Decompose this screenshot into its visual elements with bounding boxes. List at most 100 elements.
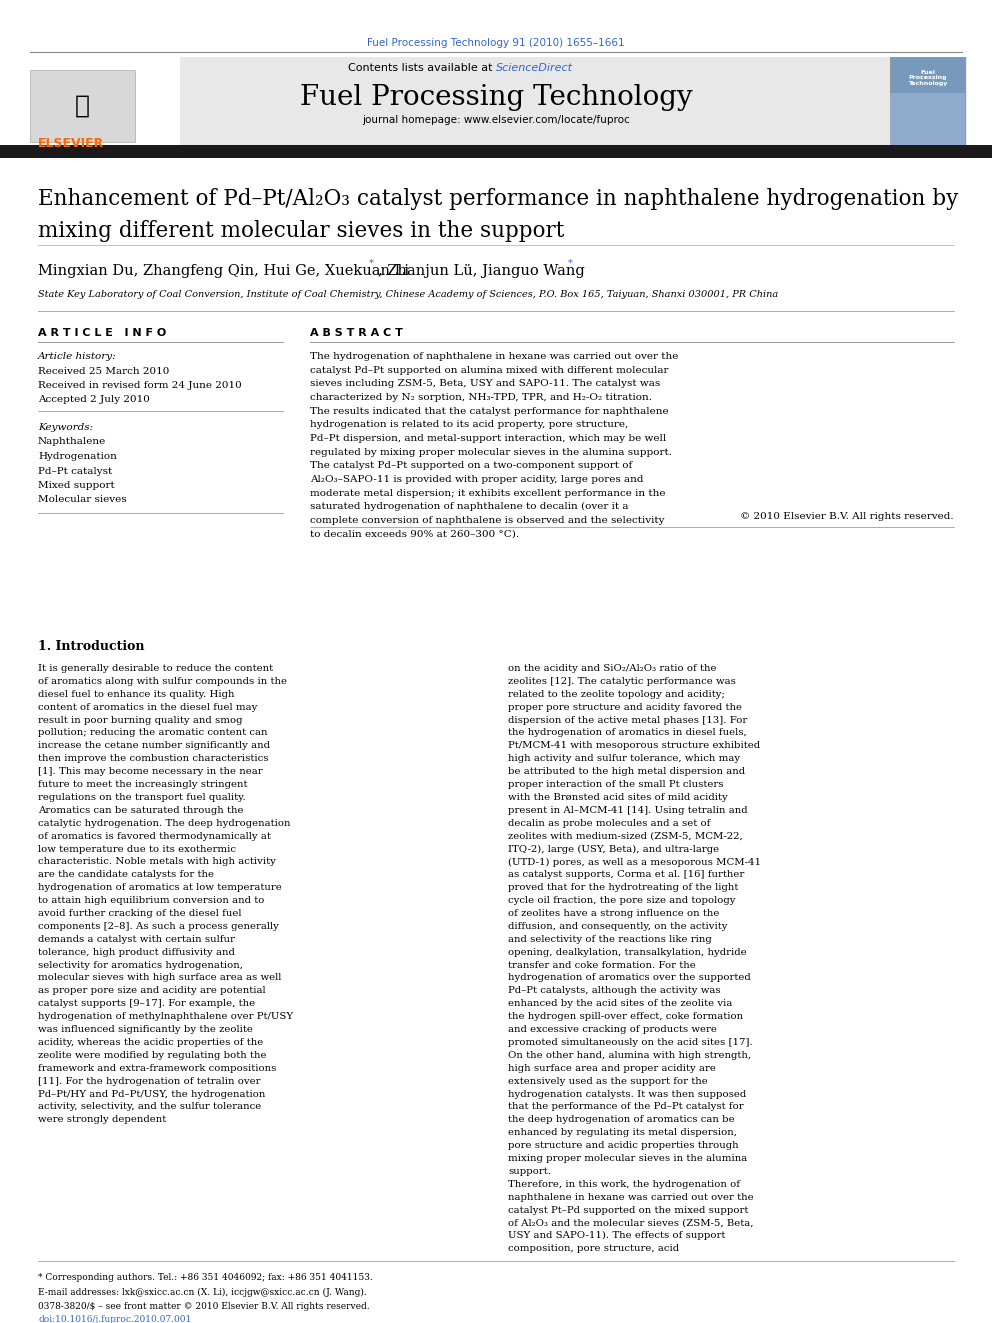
- Text: The catalyst Pd–Pt supported on a two-component support of: The catalyst Pd–Pt supported on a two-co…: [310, 462, 632, 470]
- Text: Enhancement of Pd–Pt/Al₂O₃ catalyst performance in naphthalene hydrogenation by: Enhancement of Pd–Pt/Al₂O₃ catalyst perf…: [38, 188, 958, 210]
- Text: Hydrogenation: Hydrogenation: [38, 452, 117, 460]
- Text: pore structure and acidic properties through: pore structure and acidic properties thr…: [508, 1142, 739, 1150]
- Text: activity, selectivity, and the sulfur tolerance: activity, selectivity, and the sulfur to…: [38, 1102, 261, 1111]
- Text: moderate metal dispersion; it exhibits excellent performance in the: moderate metal dispersion; it exhibits e…: [310, 488, 666, 497]
- Text: enhanced by regulating its metal dispersion,: enhanced by regulating its metal dispers…: [508, 1129, 737, 1138]
- Text: diffusion, and consequently, on the activity: diffusion, and consequently, on the acti…: [508, 922, 727, 931]
- Text: mixing different molecular sieves in the support: mixing different molecular sieves in the…: [38, 220, 564, 242]
- Text: 0378-3820/$ – see front matter © 2010 Elsevier B.V. All rights reserved.: 0378-3820/$ – see front matter © 2010 El…: [38, 1302, 370, 1311]
- Text: were strongly dependent: were strongly dependent: [38, 1115, 167, 1125]
- Text: then improve the combustion characteristics: then improve the combustion characterist…: [38, 754, 269, 763]
- Text: acidity, whereas the acidic properties of the: acidity, whereas the acidic properties o…: [38, 1039, 263, 1046]
- Text: decalin as probe molecules and a set of: decalin as probe molecules and a set of: [508, 819, 710, 828]
- Text: catalyst Pd–Pt supported on alumina mixed with different molecular: catalyst Pd–Pt supported on alumina mixe…: [310, 365, 669, 374]
- Text: zeolites [12]. The catalytic performance was: zeolites [12]. The catalytic performance…: [508, 677, 736, 685]
- Text: sieves including ZSM-5, Beta, USY and SAPO-11. The catalyst was: sieves including ZSM-5, Beta, USY and SA…: [310, 380, 661, 389]
- Text: proper interaction of the small Pt clusters: proper interaction of the small Pt clust…: [508, 781, 723, 789]
- Text: The hydrogenation of naphthalene in hexane was carried out over the: The hydrogenation of naphthalene in hexa…: [310, 352, 679, 361]
- Text: catalyst Pt–Pd supported on the mixed support: catalyst Pt–Pd supported on the mixed su…: [508, 1205, 748, 1215]
- Text: Pd–Pt catalysts, although the activity was: Pd–Pt catalysts, although the activity w…: [508, 987, 720, 995]
- FancyBboxPatch shape: [890, 57, 965, 147]
- Text: catalytic hydrogenation. The deep hydrogenation: catalytic hydrogenation. The deep hydrog…: [38, 819, 291, 828]
- Text: Received in revised form 24 June 2010: Received in revised form 24 June 2010: [38, 381, 242, 390]
- Text: naphthalene in hexane was carried out over the: naphthalene in hexane was carried out ov…: [508, 1192, 754, 1201]
- Text: future to meet the increasingly stringent: future to meet the increasingly stringen…: [38, 781, 247, 789]
- Text: characterized by N₂ sorption, NH₃-TPD, TPR, and H₂-O₂ titration.: characterized by N₂ sorption, NH₃-TPD, T…: [310, 393, 652, 402]
- Text: support.: support.: [508, 1167, 551, 1176]
- Text: Fuel
Processing
Technology: Fuel Processing Technology: [908, 70, 947, 86]
- Text: Pd–Pt/HY and Pd–Pt/USY, the hydrogenation: Pd–Pt/HY and Pd–Pt/USY, the hydrogenatio…: [38, 1090, 266, 1098]
- Text: the deep hydrogenation of aromatics can be: the deep hydrogenation of aromatics can …: [508, 1115, 735, 1125]
- Text: hydrogenation is related to its acid property, pore structure,: hydrogenation is related to its acid pro…: [310, 421, 628, 429]
- Text: result in poor burning quality and smog: result in poor burning quality and smog: [38, 716, 242, 725]
- Text: as proper pore size and acidity are potential: as proper pore size and acidity are pote…: [38, 987, 266, 995]
- Text: related to the zeolite topology and acidity;: related to the zeolite topology and acid…: [508, 689, 725, 699]
- Text: Al₂O₃–SAPO-11 is provided with proper acidity, large pores and: Al₂O₃–SAPO-11 is provided with proper ac…: [310, 475, 644, 484]
- Text: are the candidate catalysts for the: are the candidate catalysts for the: [38, 871, 214, 880]
- Text: © 2010 Elsevier B.V. All rights reserved.: © 2010 Elsevier B.V. All rights reserved…: [740, 512, 954, 521]
- Bar: [0, 146, 992, 157]
- Text: Mixed support: Mixed support: [38, 482, 115, 490]
- Text: State Key Laboratory of Coal Conversion, Institute of Coal Chemistry, Chinese Ac: State Key Laboratory of Coal Conversion,…: [38, 290, 779, 299]
- Text: molecular sieves with high surface area as well: molecular sieves with high surface area …: [38, 974, 282, 983]
- Text: (UTD-1) pores, as well as a mesoporous MCM-41: (UTD-1) pores, as well as a mesoporous M…: [508, 857, 761, 867]
- Text: *: *: [369, 259, 374, 269]
- Text: * Corresponding authors. Tel.: +86 351 4046092; fax: +86 351 4041153.: * Corresponding authors. Tel.: +86 351 4…: [38, 1273, 373, 1282]
- Text: hydrogenation of aromatics over the supported: hydrogenation of aromatics over the supp…: [508, 974, 751, 983]
- Text: Molecular sieves: Molecular sieves: [38, 496, 127, 504]
- Text: cycle oil fraction, the pore size and topology: cycle oil fraction, the pore size and to…: [508, 896, 735, 905]
- Text: composition, pore structure, acid: composition, pore structure, acid: [508, 1244, 680, 1253]
- Text: Keywords:: Keywords:: [38, 423, 93, 433]
- FancyBboxPatch shape: [890, 93, 965, 147]
- Text: high activity and sulfur tolerance, which may: high activity and sulfur tolerance, whic…: [508, 754, 740, 763]
- Text: Naphthalene: Naphthalene: [38, 438, 106, 446]
- Text: It is generally desirable to reduce the content: It is generally desirable to reduce the …: [38, 664, 273, 673]
- Text: of zeolites have a strong influence on the: of zeolites have a strong influence on t…: [508, 909, 719, 918]
- Text: Pd–Pt catalyst: Pd–Pt catalyst: [38, 467, 112, 475]
- Text: dispersion of the active metal phases [13]. For: dispersion of the active metal phases [1…: [508, 716, 747, 725]
- Text: high surface area and proper acidity are: high surface area and proper acidity are: [508, 1064, 716, 1073]
- Text: On the other hand, alumina with high strength,: On the other hand, alumina with high str…: [508, 1050, 751, 1060]
- Text: Therefore, in this work, the hydrogenation of: Therefore, in this work, the hydrogenati…: [508, 1180, 740, 1189]
- Text: selectivity for aromatics hydrogenation,: selectivity for aromatics hydrogenation,: [38, 960, 243, 970]
- Text: regulated by mixing proper molecular sieves in the alumina support.: regulated by mixing proper molecular sie…: [310, 447, 672, 456]
- Text: The results indicated that the catalyst performance for naphthalene: The results indicated that the catalyst …: [310, 406, 669, 415]
- FancyBboxPatch shape: [25, 57, 967, 147]
- Text: that the performance of the Pd–Pt catalyst for: that the performance of the Pd–Pt cataly…: [508, 1102, 744, 1111]
- FancyBboxPatch shape: [25, 57, 180, 147]
- Text: A B S T R A C T: A B S T R A C T: [310, 328, 403, 337]
- Text: promoted simultaneously on the acid sites [17].: promoted simultaneously on the acid site…: [508, 1039, 753, 1046]
- Text: was influenced significantly by the zeolite: was influenced significantly by the zeol…: [38, 1025, 253, 1035]
- Text: catalyst supports [9–17]. For example, the: catalyst supports [9–17]. For example, t…: [38, 999, 255, 1008]
- Text: [11]. For the hydrogenation of tetralin over: [11]. For the hydrogenation of tetralin …: [38, 1077, 261, 1086]
- Text: zeolite were modified by regulating both the: zeolite were modified by regulating both…: [38, 1050, 267, 1060]
- Text: [1]. This may become necessary in the near: [1]. This may become necessary in the ne…: [38, 767, 263, 777]
- Text: low temperature due to its exothermic: low temperature due to its exothermic: [38, 844, 236, 853]
- Text: proved that for the hydrotreating of the light: proved that for the hydrotreating of the…: [508, 884, 738, 892]
- Text: to decalin exceeds 90% at 260–300 °C).: to decalin exceeds 90% at 260–300 °C).: [310, 529, 519, 538]
- Text: Fuel Processing Technology 91 (2010) 1655–1661: Fuel Processing Technology 91 (2010) 165…: [367, 38, 625, 48]
- Text: Contents lists available at: Contents lists available at: [348, 64, 496, 73]
- Text: to attain high equilibrium conversion and to: to attain high equilibrium conversion an…: [38, 896, 265, 905]
- Text: and selectivity of the reactions like ring: and selectivity of the reactions like ri…: [508, 935, 711, 943]
- Text: pollution; reducing the aromatic content can: pollution; reducing the aromatic content…: [38, 729, 268, 737]
- Text: zeolites with medium-sized (ZSM-5, MCM-22,: zeolites with medium-sized (ZSM-5, MCM-2…: [508, 832, 743, 840]
- Text: Mingxian Du, Zhangfeng Qin, Hui Ge, Xuekuan Li: Mingxian Du, Zhangfeng Qin, Hui Ge, Xuek…: [38, 265, 414, 278]
- Text: hydrogenation catalysts. It was then supposed: hydrogenation catalysts. It was then sup…: [508, 1090, 746, 1098]
- Text: saturated hydrogenation of naphthalene to decalin (over it a: saturated hydrogenation of naphthalene t…: [310, 503, 629, 512]
- Text: , Zhanjun Lü, Jianguo Wang: , Zhanjun Lü, Jianguo Wang: [378, 265, 589, 278]
- Text: *: *: [567, 259, 572, 269]
- Text: avoid further cracking of the diesel fuel: avoid further cracking of the diesel fue…: [38, 909, 241, 918]
- Text: Article history:: Article history:: [38, 352, 117, 361]
- Text: enhanced by the acid sites of the zeolite via: enhanced by the acid sites of the zeolit…: [508, 999, 732, 1008]
- Text: demands a catalyst with certain sulfur: demands a catalyst with certain sulfur: [38, 935, 235, 943]
- Text: hydrogenation of aromatics at low temperature: hydrogenation of aromatics at low temper…: [38, 884, 282, 892]
- Text: as catalyst supports, Corma et al. [16] further: as catalyst supports, Corma et al. [16] …: [508, 871, 744, 880]
- Text: USY and SAPO-11). The effects of support: USY and SAPO-11). The effects of support: [508, 1232, 725, 1241]
- Text: mixing proper molecular sieves in the alumina: mixing proper molecular sieves in the al…: [508, 1154, 747, 1163]
- FancyBboxPatch shape: [30, 70, 135, 142]
- Text: opening, dealkylation, transalkylation, hydride: opening, dealkylation, transalkylation, …: [508, 947, 747, 957]
- Text: be attributed to the high metal dispersion and: be attributed to the high metal dispersi…: [508, 767, 745, 777]
- Text: content of aromatics in the diesel fuel may: content of aromatics in the diesel fuel …: [38, 703, 257, 712]
- Text: characteristic. Noble metals with high activity: characteristic. Noble metals with high a…: [38, 857, 276, 867]
